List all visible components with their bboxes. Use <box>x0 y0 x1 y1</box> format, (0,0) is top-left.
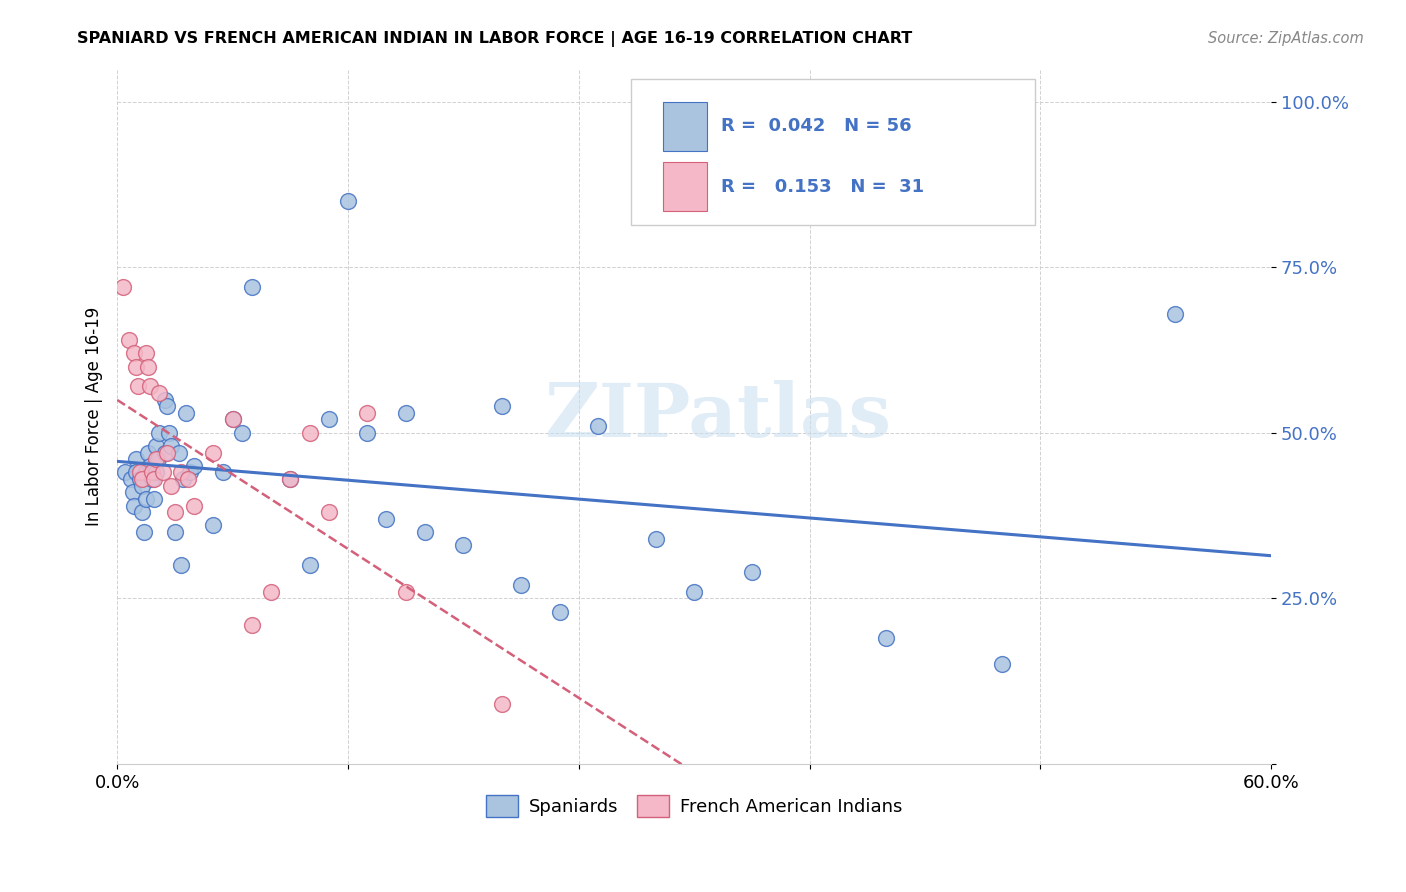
Point <box>129 472 152 486</box>
Point <box>135 491 157 506</box>
Point <box>260 584 283 599</box>
Point <box>118 333 141 347</box>
Point <box>131 472 153 486</box>
Point <box>176 406 198 420</box>
Y-axis label: In Labor Force | Age 16-19: In Labor Force | Age 16-19 <box>86 307 103 525</box>
Point <box>156 399 179 413</box>
Point <box>114 466 136 480</box>
Point <box>148 386 170 401</box>
Point <box>356 425 378 440</box>
Point <box>240 280 263 294</box>
Point <box>152 466 174 480</box>
Legend: Spaniards, French American Indians: Spaniards, French American Indians <box>478 788 910 824</box>
Point <box>491 399 513 413</box>
Point <box>177 472 200 486</box>
Point <box>124 499 146 513</box>
Point <box>278 472 301 486</box>
Point <box>132 524 155 539</box>
Point <box>395 584 418 599</box>
Point <box>136 445 159 459</box>
Point <box>136 359 159 374</box>
Text: SPANIARD VS FRENCH AMERICAN INDIAN IN LABOR FORCE | AGE 16-19 CORRELATION CHART: SPANIARD VS FRENCH AMERICAN INDIAN IN LA… <box>77 31 912 47</box>
Point <box>318 412 340 426</box>
Point <box>163 505 186 519</box>
Point <box>125 359 148 374</box>
Text: R =   0.153   N =  31: R = 0.153 N = 31 <box>721 178 924 195</box>
Point <box>179 466 201 480</box>
Point <box>395 406 418 420</box>
Point <box>221 412 243 426</box>
Point <box>145 452 167 467</box>
Point <box>146 452 169 467</box>
Point <box>131 505 153 519</box>
Point <box>135 346 157 360</box>
Point <box>127 379 149 393</box>
Point <box>139 458 162 473</box>
Point <box>156 445 179 459</box>
Point <box>240 617 263 632</box>
Point <box>741 565 763 579</box>
FancyBboxPatch shape <box>664 102 707 151</box>
Point <box>202 518 225 533</box>
Point <box>160 439 183 453</box>
Point <box>202 445 225 459</box>
Point <box>183 458 205 473</box>
Point <box>167 445 190 459</box>
Point <box>336 194 359 208</box>
Point <box>111 280 134 294</box>
Point <box>221 412 243 426</box>
Point <box>375 512 398 526</box>
Point <box>298 558 321 573</box>
Point <box>131 479 153 493</box>
Point <box>318 505 340 519</box>
Point <box>413 524 436 539</box>
Point <box>145 439 167 453</box>
Text: R =  0.042   N = 56: R = 0.042 N = 56 <box>721 117 911 136</box>
Point <box>183 499 205 513</box>
Point <box>172 472 194 486</box>
Point <box>278 472 301 486</box>
Point <box>356 406 378 420</box>
Point <box>135 466 157 480</box>
Point <box>160 479 183 493</box>
Point <box>157 425 180 440</box>
Point <box>142 472 165 486</box>
FancyBboxPatch shape <box>631 79 1035 225</box>
Point <box>155 392 177 407</box>
Point <box>120 472 142 486</box>
Point <box>125 452 148 467</box>
Point <box>510 578 533 592</box>
Point <box>129 466 152 480</box>
Point <box>141 466 163 480</box>
Point <box>125 466 148 480</box>
Point <box>139 379 162 393</box>
Point <box>124 346 146 360</box>
Point <box>169 466 191 480</box>
Point <box>991 657 1014 672</box>
Point <box>644 532 666 546</box>
Point <box>163 524 186 539</box>
Point <box>121 485 143 500</box>
Point <box>169 558 191 573</box>
Point <box>586 419 609 434</box>
Point <box>453 538 475 552</box>
Point <box>231 425 253 440</box>
Point <box>142 491 165 506</box>
Point <box>148 425 170 440</box>
Point <box>683 584 706 599</box>
Point <box>548 605 571 619</box>
Text: ZIPatlas: ZIPatlas <box>544 380 891 452</box>
FancyBboxPatch shape <box>664 162 707 211</box>
Point <box>875 631 897 645</box>
Point <box>212 466 235 480</box>
Point <box>1164 306 1187 320</box>
Point <box>491 697 513 711</box>
Point <box>155 445 177 459</box>
Point <box>141 472 163 486</box>
Text: Source: ZipAtlas.com: Source: ZipAtlas.com <box>1208 31 1364 46</box>
Point <box>145 466 167 480</box>
Point <box>298 425 321 440</box>
